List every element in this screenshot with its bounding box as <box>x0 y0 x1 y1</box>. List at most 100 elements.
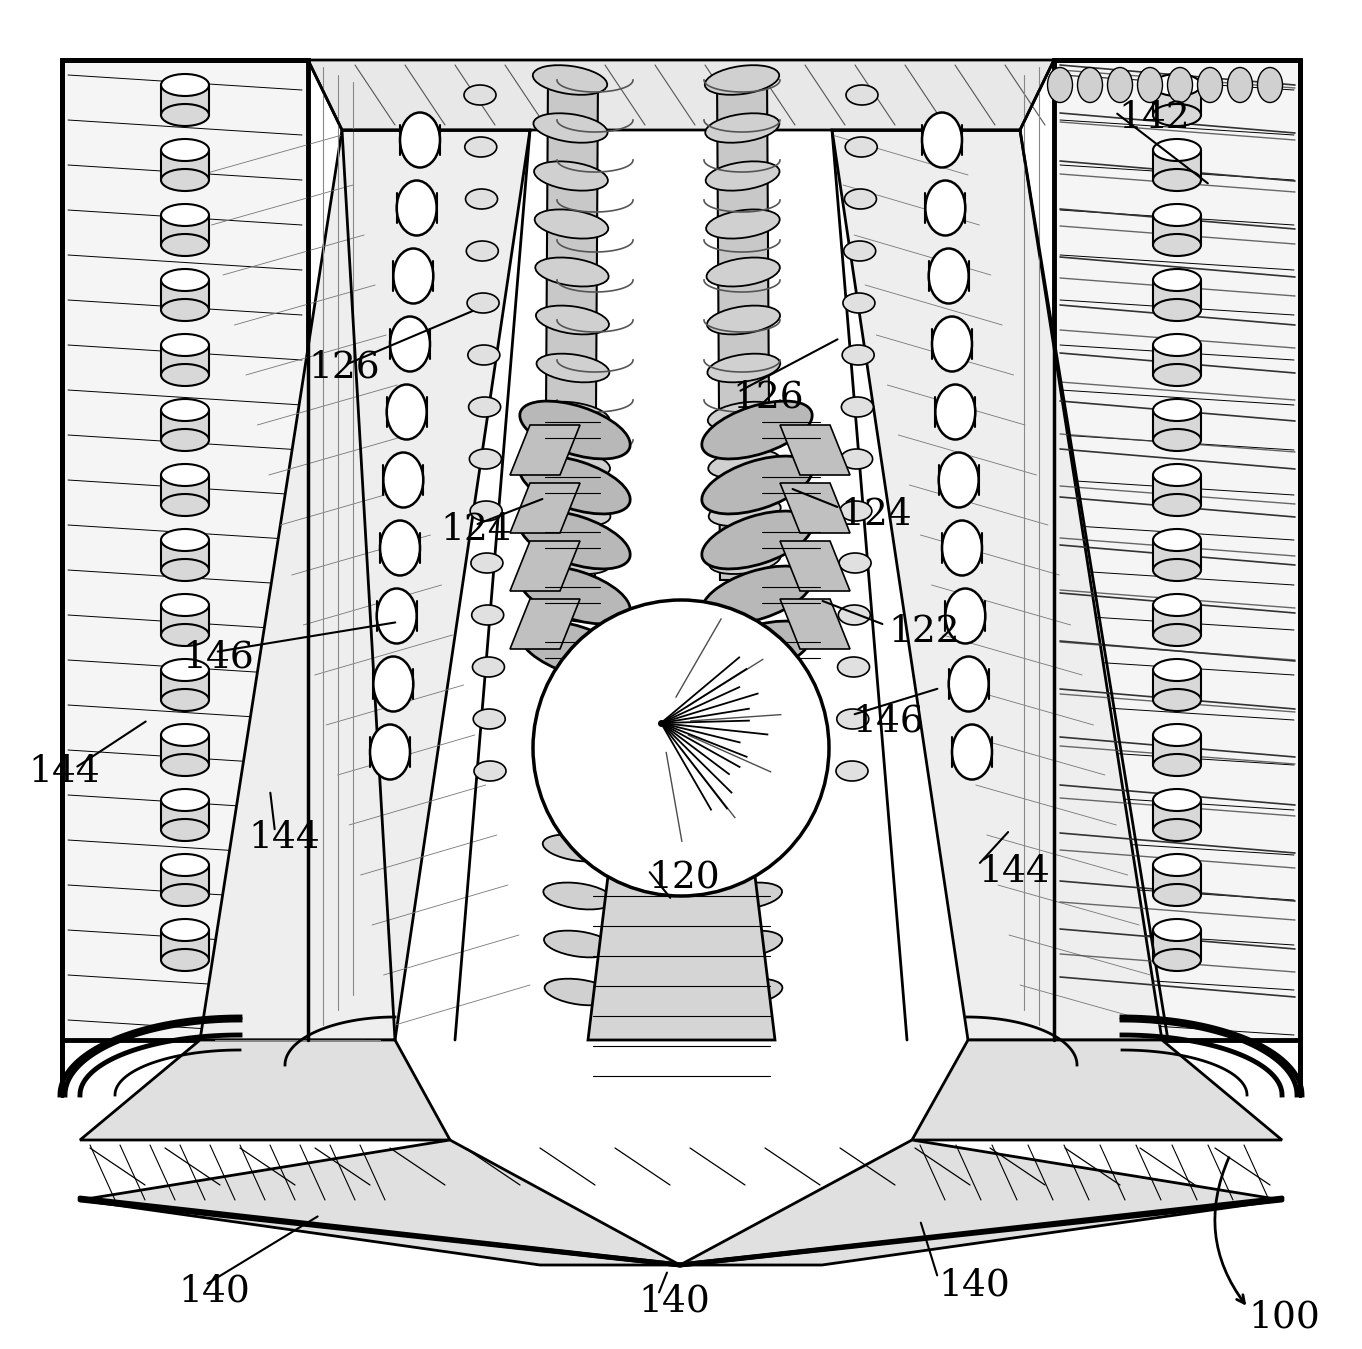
Ellipse shape <box>707 258 780 286</box>
Polygon shape <box>161 735 208 765</box>
Text: 144: 144 <box>29 754 99 791</box>
Polygon shape <box>1154 85 1201 115</box>
Ellipse shape <box>701 401 812 459</box>
Ellipse shape <box>710 546 780 575</box>
Ellipse shape <box>843 241 876 260</box>
Ellipse shape <box>842 345 874 366</box>
Ellipse shape <box>467 293 498 313</box>
Ellipse shape <box>1154 789 1201 811</box>
Ellipse shape <box>161 139 208 161</box>
Ellipse shape <box>535 258 609 286</box>
Ellipse shape <box>707 306 780 335</box>
Ellipse shape <box>712 931 782 958</box>
Ellipse shape <box>161 429 208 451</box>
Ellipse shape <box>712 835 782 862</box>
Ellipse shape <box>161 464 208 486</box>
Ellipse shape <box>712 978 782 1005</box>
Ellipse shape <box>1154 819 1201 840</box>
Ellipse shape <box>932 317 972 371</box>
Polygon shape <box>161 214 208 246</box>
Ellipse shape <box>707 353 780 382</box>
Ellipse shape <box>471 604 504 625</box>
Ellipse shape <box>710 642 782 670</box>
Ellipse shape <box>938 452 979 507</box>
Polygon shape <box>161 929 208 960</box>
Ellipse shape <box>535 306 609 335</box>
Ellipse shape <box>161 660 208 681</box>
Polygon shape <box>1154 281 1201 310</box>
Ellipse shape <box>542 835 613 862</box>
Ellipse shape <box>161 724 208 746</box>
Ellipse shape <box>701 567 812 625</box>
Ellipse shape <box>952 724 992 780</box>
Ellipse shape <box>836 710 869 728</box>
Ellipse shape <box>945 588 985 643</box>
Polygon shape <box>1154 540 1201 571</box>
Ellipse shape <box>1197 67 1223 103</box>
Ellipse shape <box>161 299 208 321</box>
Ellipse shape <box>1154 399 1201 421</box>
Ellipse shape <box>1154 335 1201 356</box>
Ellipse shape <box>542 738 612 766</box>
Ellipse shape <box>712 882 782 909</box>
Ellipse shape <box>708 498 780 526</box>
Ellipse shape <box>471 553 503 573</box>
Text: 100: 100 <box>1248 1300 1320 1336</box>
Polygon shape <box>161 604 208 635</box>
Ellipse shape <box>1154 754 1201 776</box>
Polygon shape <box>161 281 208 310</box>
Ellipse shape <box>539 594 612 622</box>
Ellipse shape <box>464 85 496 105</box>
Ellipse shape <box>470 500 503 521</box>
Ellipse shape <box>469 397 501 417</box>
Ellipse shape <box>1137 67 1163 103</box>
Ellipse shape <box>949 657 989 711</box>
Ellipse shape <box>1154 529 1201 550</box>
Polygon shape <box>588 876 775 1040</box>
Ellipse shape <box>1257 67 1283 103</box>
Polygon shape <box>1154 150 1201 179</box>
Ellipse shape <box>161 884 208 907</box>
Ellipse shape <box>464 138 497 156</box>
Ellipse shape <box>466 189 497 209</box>
Polygon shape <box>1054 59 1299 1040</box>
Ellipse shape <box>380 521 419 576</box>
Ellipse shape <box>701 511 812 569</box>
Ellipse shape <box>161 529 208 550</box>
Ellipse shape <box>390 317 430 371</box>
Ellipse shape <box>836 761 868 781</box>
Ellipse shape <box>706 162 779 190</box>
Ellipse shape <box>538 449 610 478</box>
Polygon shape <box>680 1140 1282 1265</box>
Ellipse shape <box>1167 67 1193 103</box>
Ellipse shape <box>840 449 873 469</box>
Polygon shape <box>545 76 598 580</box>
Polygon shape <box>509 483 580 533</box>
Ellipse shape <box>541 642 612 670</box>
Polygon shape <box>80 1040 449 1140</box>
Polygon shape <box>161 670 208 700</box>
Ellipse shape <box>161 789 208 811</box>
Ellipse shape <box>161 268 208 291</box>
Ellipse shape <box>474 761 507 781</box>
Ellipse shape <box>161 364 208 386</box>
Polygon shape <box>780 599 850 649</box>
Ellipse shape <box>161 104 208 125</box>
Ellipse shape <box>1154 139 1201 161</box>
Text: 146: 146 <box>183 639 253 676</box>
Ellipse shape <box>701 621 812 679</box>
Text: 140: 140 <box>938 1267 1009 1303</box>
Ellipse shape <box>387 384 426 440</box>
Ellipse shape <box>1154 919 1201 942</box>
Ellipse shape <box>1154 494 1201 517</box>
Ellipse shape <box>1154 74 1201 96</box>
Polygon shape <box>780 541 850 591</box>
Ellipse shape <box>534 162 607 190</box>
Ellipse shape <box>1227 67 1253 103</box>
Polygon shape <box>161 800 208 830</box>
Polygon shape <box>1154 410 1201 440</box>
Ellipse shape <box>534 113 607 143</box>
Ellipse shape <box>838 657 869 677</box>
Ellipse shape <box>370 724 410 780</box>
Ellipse shape <box>161 625 208 646</box>
